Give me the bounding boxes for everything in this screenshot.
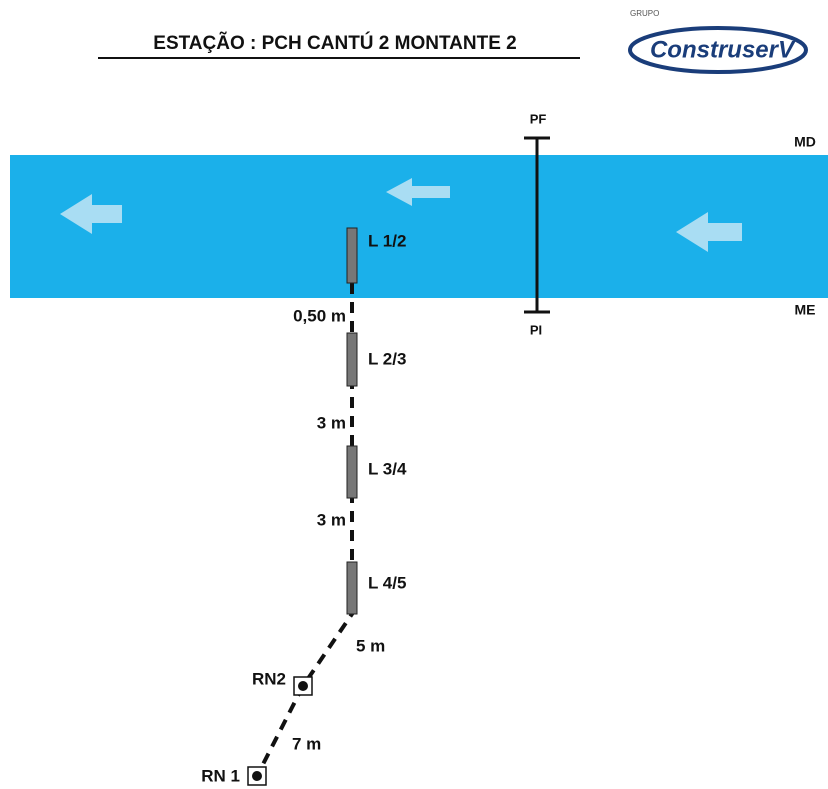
benchmark-dot bbox=[252, 771, 262, 781]
pi-label: PI bbox=[530, 322, 542, 337]
gauge bbox=[346, 561, 358, 615]
gauge bbox=[346, 227, 358, 284]
title: ESTAÇÃO : PCH CANTÚ 2 MONTANTE 2 bbox=[153, 32, 516, 54]
distance-label: 7 m bbox=[292, 734, 321, 753]
gauge bbox=[346, 332, 358, 387]
distance-label: 5 m bbox=[356, 636, 385, 655]
logo-group: GRUPO bbox=[630, 9, 659, 18]
section-line bbox=[524, 136, 550, 314]
gauge-label: L 4/5 bbox=[368, 573, 406, 592]
benchmark-dot bbox=[298, 681, 308, 691]
me-label: ME bbox=[795, 302, 816, 318]
gauge-label: L 1/2 bbox=[368, 231, 406, 250]
gauge-label: L 3/4 bbox=[368, 459, 407, 478]
md-label: MD bbox=[794, 134, 816, 150]
logo-ring bbox=[628, 26, 808, 74]
pf-label: PF bbox=[530, 111, 547, 126]
benchmark-label: RN 1 bbox=[201, 766, 240, 785]
benchmark-label: RN2 bbox=[252, 669, 286, 688]
survey-line bbox=[255, 283, 354, 777]
distance-label: 3 m bbox=[317, 413, 346, 432]
logo-name: ConstruserV bbox=[650, 36, 796, 63]
gauge-label: L 2/3 bbox=[368, 349, 406, 368]
gauges bbox=[346, 227, 358, 615]
gauge bbox=[346, 445, 358, 499]
distance-label: 3 m bbox=[317, 510, 346, 529]
distance-label: 0,50 m bbox=[293, 306, 346, 325]
flow-arrows bbox=[60, 178, 742, 252]
